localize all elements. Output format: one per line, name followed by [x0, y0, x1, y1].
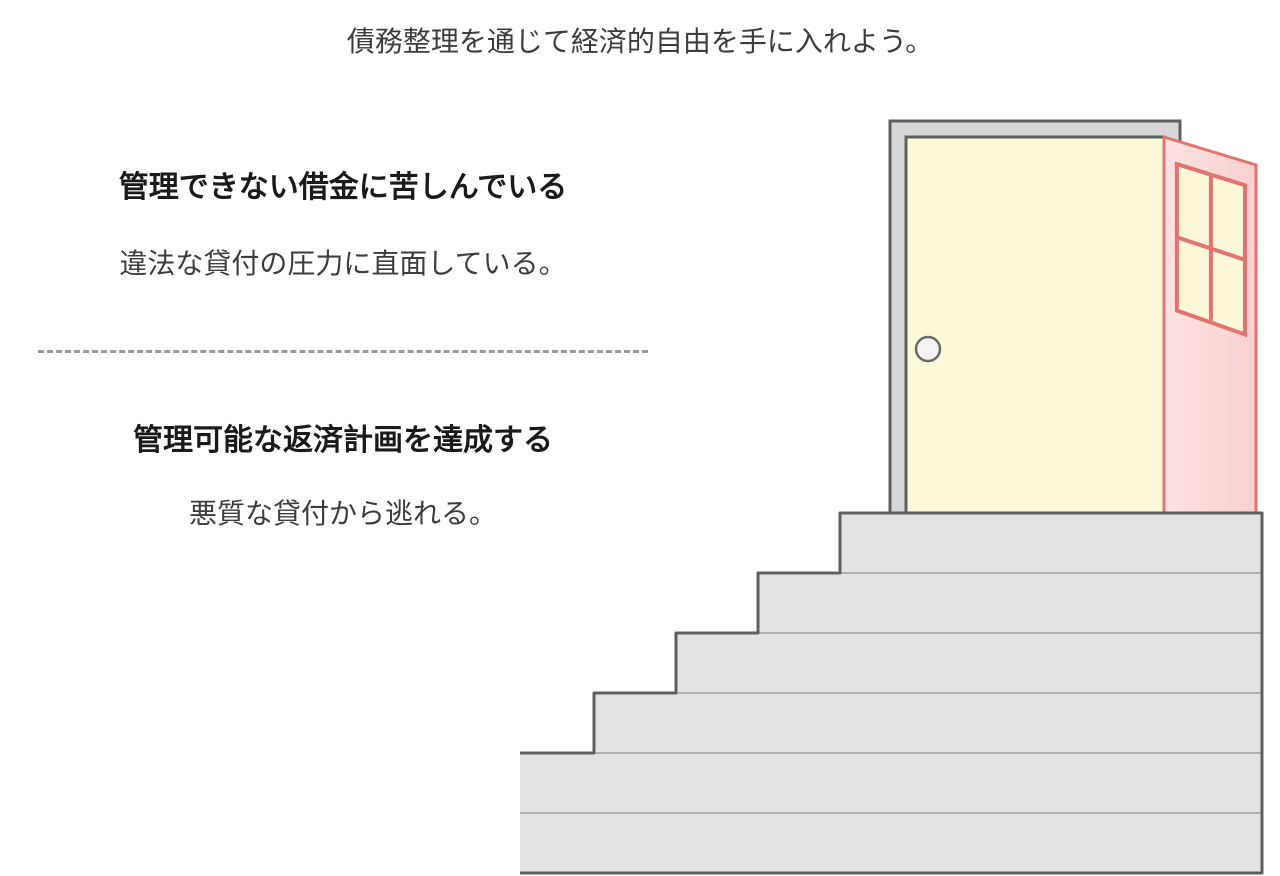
page-title: 債務整理を通じて経済的自由を手に入れよう。 [0, 20, 1280, 60]
stairs-door-illustration [520, 56, 1280, 876]
